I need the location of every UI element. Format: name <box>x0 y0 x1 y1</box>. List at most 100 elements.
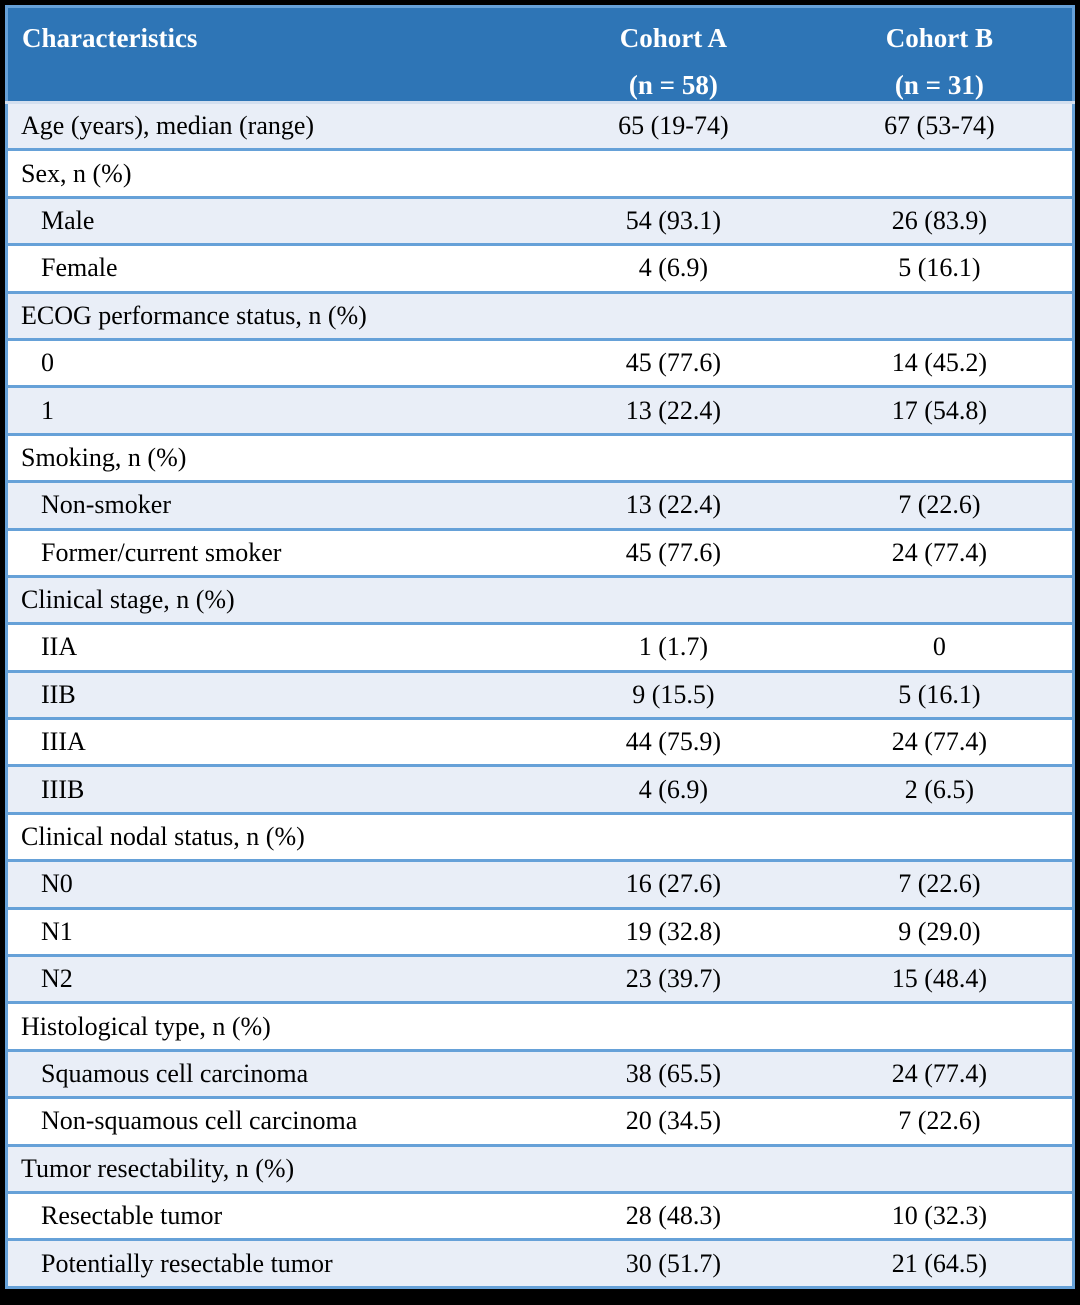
characteristic-cell: Histological type, n (%) <box>6 1001 540 1051</box>
cohort-a-value-cell: 9 (15.5) <box>540 669 807 719</box>
table-row: Smoking, n (%) <box>6 432 1074 482</box>
characteristic-cell: Tumor resectability, n (%) <box>6 1143 540 1193</box>
cohort-a-value-cell: 54 (93.1) <box>540 195 807 245</box>
characteristic-cell: Male <box>6 195 540 245</box>
cohort-b-value-cell <box>806 574 1074 624</box>
cohort-a-value-cell <box>540 1001 807 1051</box>
characteristic-cell: IIIA <box>6 717 540 766</box>
table-row: Sex, n (%) <box>6 148 1074 198</box>
header-cohort-a-name: Cohort A <box>619 23 727 53</box>
header-cohort-b-name: Cohort B <box>885 23 993 53</box>
patient-characteristics-table: Characteristics Cohort A (n = 58) Cohort… <box>5 5 1075 1289</box>
cohort-a-value-cell: 16 (27.6) <box>540 859 807 909</box>
cohort-b-value-cell: 2 (6.5) <box>806 764 1074 814</box>
table-row: Squamous cell carcinoma 38 (65.5) 24 (77.4… <box>6 1048 1074 1098</box>
cohort-b-value-cell <box>806 1001 1074 1051</box>
table-row: Resectable tumor 28 (48.3) 10 (32.3) <box>6 1190 1074 1240</box>
table-row: Tumor resectability, n (%) <box>6 1143 1074 1193</box>
table-row: Former/current smoker 45 (77.6) 24 (77.4) <box>6 527 1074 577</box>
cohort-b-value-cell: 17 (54.8) <box>806 385 1074 435</box>
header-cohort-b-count: (n = 31) <box>894 70 984 100</box>
cohort-a-value-cell: 45 (77.6) <box>540 527 807 577</box>
table-row: Age (years), median (range) 65 (19-74) 67 … <box>6 100 1074 150</box>
characteristic-cell: Squamous cell carcinoma <box>6 1048 540 1098</box>
header-cohort-a-count: (n = 58) <box>628 70 718 100</box>
table-row: Clinical stage, n (%) <box>6 574 1074 624</box>
cohort-b-value-cell: 0 <box>806 622 1074 672</box>
table-header: Characteristics Cohort A (n = 58) Cohort… <box>6 6 1074 104</box>
characteristic-cell: IIA <box>6 622 540 672</box>
cohort-b-value-cell <box>806 290 1074 340</box>
cohort-b-value-cell: 21 (64.5) <box>806 1238 1074 1288</box>
cohort-b-value-cell: 15 (48.4) <box>806 954 1074 1003</box>
characteristic-cell: Sex, n (%) <box>6 148 540 198</box>
characteristic-cell: 0 <box>6 337 540 387</box>
table-row: Clinical nodal status, n (%) <box>6 811 1074 861</box>
cohort-a-value-cell <box>540 148 807 198</box>
cohort-b-value-cell: 10 (32.3) <box>806 1190 1074 1240</box>
characteristic-cell: Female <box>6 243 540 293</box>
header-cohort-a: Cohort A (n = 58) <box>540 6 807 104</box>
cohort-b-value-cell: 24 (77.4) <box>806 1048 1074 1098</box>
cohort-a-value-cell: 1 (1.7) <box>540 622 807 672</box>
cohort-a-value-cell: 65 (19-74) <box>540 100 807 150</box>
cohort-a-value-cell: 23 (39.7) <box>540 954 807 1003</box>
cohort-b-value-cell: 9 (29.0) <box>806 906 1074 956</box>
cohort-a-value-cell <box>540 811 807 861</box>
characteristic-cell: IIB <box>6 669 540 719</box>
table-row: Male 54 (93.1) 26 (83.9) <box>6 195 1074 245</box>
cohort-b-value-cell: 26 (83.9) <box>806 195 1074 245</box>
cohort-b-value-cell <box>806 1143 1074 1193</box>
cohort-b-value-cell: 67 (53-74) <box>806 100 1074 150</box>
cohort-a-value-cell: 45 (77.6) <box>540 337 807 387</box>
characteristic-cell: 1 <box>6 385 540 435</box>
cohort-a-value-cell <box>540 1143 807 1193</box>
cohort-a-value-cell: 28 (48.3) <box>540 1190 807 1240</box>
characteristic-cell: Non-smoker <box>6 480 540 530</box>
header-characteristics: Characteristics <box>6 6 540 104</box>
cohort-a-value-cell: 19 (32.8) <box>540 906 807 956</box>
table-row: IIA 1 (1.7) 0 <box>6 622 1074 672</box>
characteristic-cell: Age (years), median (range) <box>6 100 540 150</box>
table-row: Female 4 (6.9) 5 (16.1) <box>6 243 1074 293</box>
characteristic-cell: Potentially resectable tumor <box>6 1238 540 1288</box>
cohort-a-value-cell: 38 (65.5) <box>540 1048 807 1098</box>
cohort-b-value-cell <box>806 811 1074 861</box>
table-row: Non-smoker 13 (22.4) 7 (22.6) <box>6 480 1074 530</box>
table-row: Non-squamous cell carcinoma 20 (34.5) 7 (2… <box>6 1096 1074 1146</box>
cohort-a-value-cell: 20 (34.5) <box>540 1096 807 1146</box>
cohort-b-value-cell: 7 (22.6) <box>806 859 1074 909</box>
cohort-a-value-cell: 4 (6.9) <box>540 243 807 293</box>
table-row: N2 23 (39.7) 15 (48.4) <box>6 954 1074 1003</box>
table-row: IIB 9 (15.5) 5 (16.1) <box>6 669 1074 719</box>
cohort-b-value-cell <box>806 432 1074 482</box>
characteristic-cell: N2 <box>6 954 540 1003</box>
table-row: N0 16 (27.6) 7 (22.6) <box>6 859 1074 909</box>
cohort-b-value-cell: 24 (77.4) <box>806 717 1074 766</box>
characteristic-cell: Non-squamous cell carcinoma <box>6 1096 540 1146</box>
cohort-b-value-cell: 24 (77.4) <box>806 527 1074 577</box>
table-row: Potentially resectable tumor 30 (51.7) 21 … <box>6 1238 1074 1288</box>
cohort-a-value-cell: 30 (51.7) <box>540 1238 807 1288</box>
table-row: ECOG performance status, n (%) <box>6 290 1074 340</box>
characteristic-cell: Clinical stage, n (%) <box>6 574 540 624</box>
characteristic-cell: ECOG performance status, n (%) <box>6 290 540 340</box>
cohort-a-value-cell: 13 (22.4) <box>540 480 807 530</box>
cohort-a-value-cell <box>540 432 807 482</box>
table-row: IIIA 44 (75.9) 24 (77.4) <box>6 717 1074 766</box>
header-row: Characteristics Cohort A (n = 58) Cohort… <box>6 6 1074 104</box>
characteristic-cell: Former/current smoker <box>6 527 540 577</box>
table-row: N1 19 (32.8) 9 (29.0) <box>6 906 1074 956</box>
cohort-b-value-cell: 7 (22.6) <box>806 1096 1074 1146</box>
characteristic-cell: N0 <box>6 859 540 909</box>
header-cohort-b: Cohort B (n = 31) <box>806 6 1074 104</box>
cohort-a-value-cell: 4 (6.9) <box>540 764 807 814</box>
cohort-b-value-cell: 5 (16.1) <box>806 669 1074 719</box>
characteristic-cell: Smoking, n (%) <box>6 432 540 482</box>
table-body: Age (years), median (range) 65 (19-74) 67 … <box>6 100 1074 1288</box>
characteristic-cell: IIIB <box>6 764 540 814</box>
cohort-a-value-cell <box>540 290 807 340</box>
cohort-a-value-cell: 13 (22.4) <box>540 385 807 435</box>
characteristic-cell: Resectable tumor <box>6 1190 540 1240</box>
